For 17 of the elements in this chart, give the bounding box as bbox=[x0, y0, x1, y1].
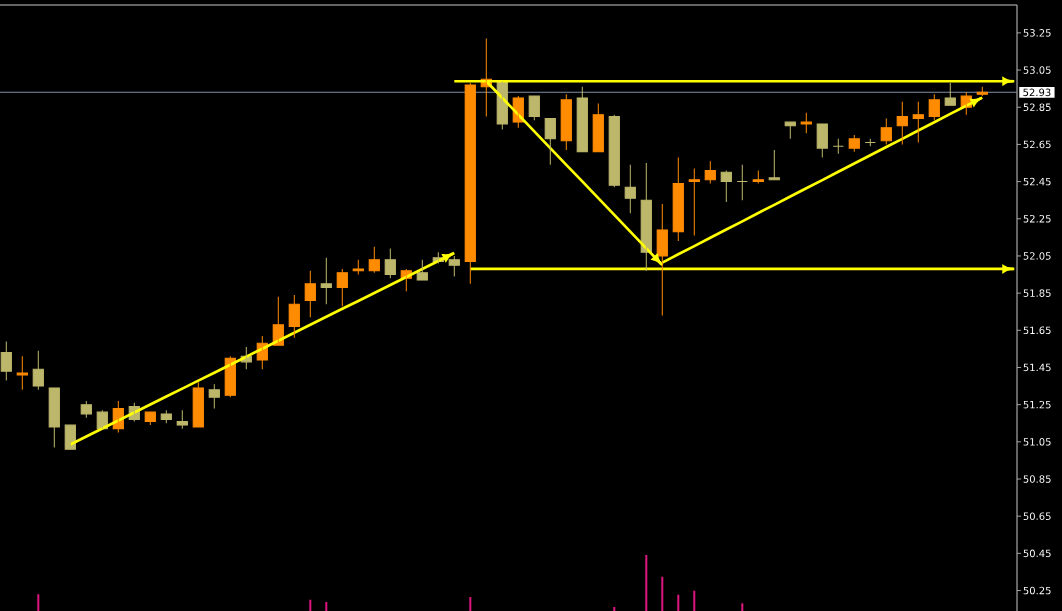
y-tick-label: 52.85 bbox=[1023, 103, 1051, 112]
y-tick-label: 50.85 bbox=[1023, 475, 1051, 483]
y-tick-label: 52.45 bbox=[1023, 177, 1051, 186]
y-tick-label: 50.45 bbox=[1023, 549, 1051, 558]
y-tick-label: 51.25 bbox=[1023, 400, 1051, 409]
y-tick-label: 52.25 bbox=[1023, 214, 1051, 223]
y-tick-label: 50.65 bbox=[1023, 512, 1051, 520]
y-tick-label: 51.05 bbox=[1023, 438, 1051, 446]
y-tick-label: 51.45 bbox=[1023, 363, 1051, 372]
ref-line-label: 52.93 bbox=[1023, 88, 1051, 97]
y-tick-label: 52.05 bbox=[1023, 252, 1051, 260]
y-tick-label: 53.25 bbox=[1023, 29, 1051, 37]
y-tick-label: 52.65 bbox=[1023, 140, 1051, 149]
y-tick-label: 53.05 bbox=[1023, 66, 1051, 74]
y-tick-label: 51.85 bbox=[1023, 289, 1051, 297]
y-tick-label: 50.25 bbox=[1023, 586, 1051, 595]
y-tick-label: 51.65 bbox=[1023, 326, 1051, 335]
